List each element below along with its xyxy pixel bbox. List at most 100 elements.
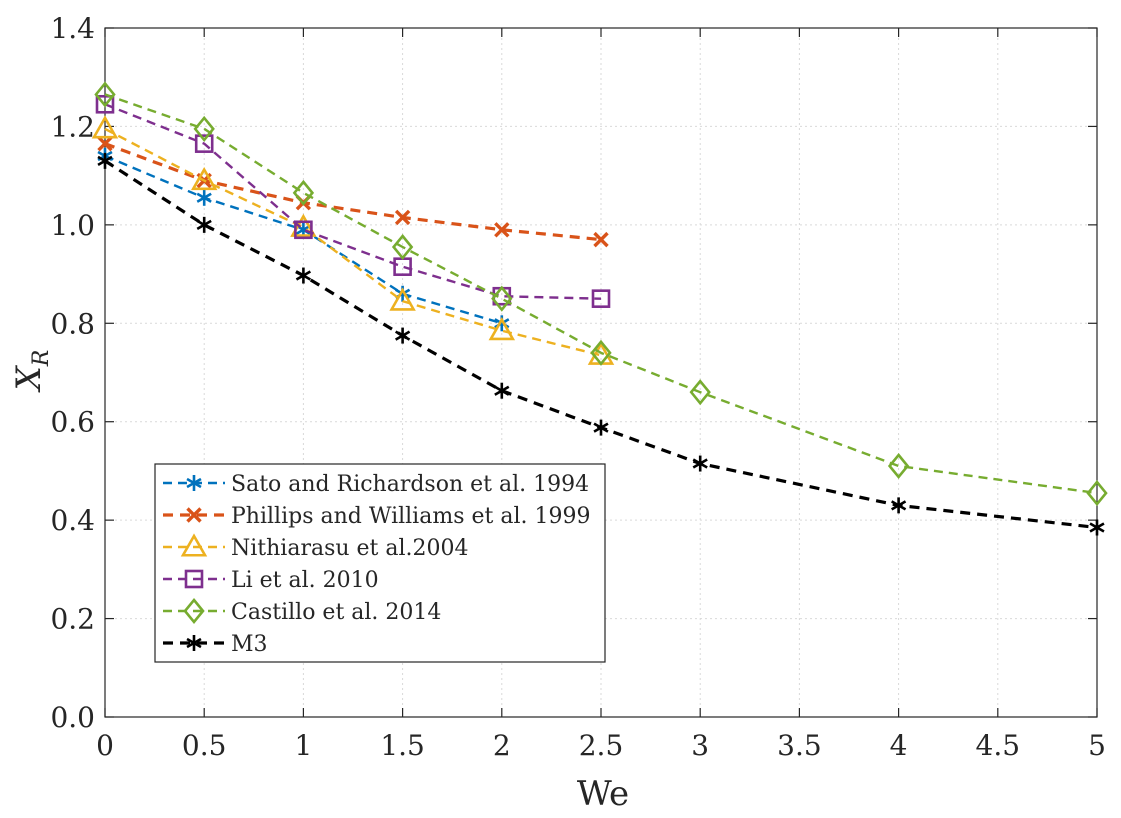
data-point bbox=[394, 209, 411, 226]
legend-marker bbox=[183, 597, 205, 625]
y-tick-label: 1.2 bbox=[50, 110, 95, 143]
data-point bbox=[389, 287, 416, 311]
data-point bbox=[494, 382, 510, 399]
legend-entry: M3 bbox=[163, 632, 268, 657]
legend-marker bbox=[186, 507, 202, 523]
marker-stroke bbox=[186, 477, 202, 489]
data-point bbox=[590, 339, 612, 366]
legend-entry: Castillo et al. 2014 bbox=[163, 597, 441, 625]
x-tick-label: 2.5 bbox=[579, 729, 624, 762]
data-point bbox=[194, 134, 214, 153]
y-tick-label: 0.0 bbox=[50, 701, 95, 734]
y-axis-label-subscript: R bbox=[29, 350, 54, 368]
series-1 bbox=[97, 135, 609, 248]
legend-label: Nithiarasu et al.2004 bbox=[231, 536, 469, 561]
marker-stroke bbox=[394, 209, 411, 226]
legend-marker bbox=[186, 635, 202, 651]
marker-stroke bbox=[295, 270, 312, 281]
marker-stroke bbox=[692, 458, 708, 469]
y-tick-label: 1.4 bbox=[50, 12, 95, 45]
data-point bbox=[196, 189, 212, 206]
marker-stroke bbox=[494, 222, 510, 238]
data-point bbox=[689, 379, 711, 406]
series-3 bbox=[95, 94, 611, 308]
marker-stroke bbox=[295, 224, 312, 235]
y-axis-label: XR bbox=[9, 350, 54, 394]
x-tick-label: 0 bbox=[96, 729, 114, 762]
legend-entry: Sato and Richardson et al. 1994 bbox=[163, 472, 589, 497]
marker-stroke bbox=[186, 637, 202, 649]
data-point bbox=[294, 220, 313, 240]
x-tick-label: 1.5 bbox=[380, 729, 425, 762]
x-tick-label: 4 bbox=[890, 729, 908, 762]
series-line bbox=[104, 127, 602, 357]
marker-stroke bbox=[196, 219, 212, 230]
marker-stroke bbox=[196, 192, 212, 203]
series-group bbox=[91, 81, 1108, 536]
x-tick-label: 1 bbox=[294, 729, 312, 762]
x-tick-label: 2 bbox=[493, 729, 511, 762]
x-tick-label: 4.5 bbox=[976, 729, 1021, 762]
data-point bbox=[491, 285, 513, 312]
data-point bbox=[97, 152, 113, 169]
legend-entry: Phillips and Williams et al. 1999 bbox=[163, 504, 590, 529]
data-point bbox=[295, 267, 312, 284]
data-point bbox=[391, 233, 414, 261]
data-point bbox=[887, 452, 910, 480]
data-point bbox=[593, 231, 609, 248]
axes: 0 0.5 1 1.5 2 2.5 3 3.5 4 4.5 5 0.0 0.2 0.4 0.6 0.8 1.0 1… bbox=[50, 12, 1105, 762]
data-point bbox=[593, 419, 609, 436]
series-line bbox=[104, 103, 602, 300]
legend-entry: Nithiarasu et al.2004 bbox=[163, 533, 469, 561]
series-line bbox=[104, 142, 602, 242]
legend-label: Phillips and Williams et al. 1999 bbox=[231, 504, 590, 529]
x-tick-label: 0.5 bbox=[182, 729, 227, 762]
legend-entry: Li et al. 2010 bbox=[163, 568, 379, 593]
series-4 bbox=[94, 81, 1108, 507]
data-point bbox=[95, 94, 115, 114]
x-tick-label: 3.5 bbox=[777, 729, 822, 762]
data-point bbox=[393, 257, 412, 276]
legend-marker bbox=[184, 569, 204, 589]
legend-label: Sato and Richardson et al. 1994 bbox=[231, 472, 589, 497]
marker-stroke bbox=[593, 231, 609, 248]
data-point bbox=[591, 289, 611, 308]
y-tick-label: 0.2 bbox=[50, 603, 95, 636]
x-tick-label: 3 bbox=[691, 729, 709, 762]
marker-stroke bbox=[97, 155, 113, 167]
data-point bbox=[488, 317, 516, 341]
data-point bbox=[394, 327, 411, 344]
marker-stroke bbox=[890, 500, 907, 511]
data-point bbox=[190, 166, 218, 191]
marker-stroke bbox=[593, 422, 609, 433]
marker-stroke bbox=[97, 135, 113, 152]
legend-label: Castillo et al. 2014 bbox=[231, 600, 441, 625]
data-point bbox=[94, 81, 116, 108]
marker-stroke bbox=[394, 330, 411, 341]
series-line bbox=[104, 159, 1098, 530]
y-tick-label: 0.6 bbox=[50, 406, 95, 439]
legend-marker bbox=[180, 533, 208, 557]
legend-label: M3 bbox=[231, 632, 268, 657]
data-point bbox=[890, 497, 907, 514]
y-tick-label: 1.0 bbox=[50, 209, 95, 242]
data-point bbox=[494, 222, 510, 238]
x-axis-label: We bbox=[577, 774, 629, 814]
y-axis-label-main: X bbox=[9, 364, 49, 393]
data-point bbox=[692, 455, 708, 472]
x-tick-label: 5 bbox=[1088, 729, 1106, 762]
legend-label: Li et al. 2010 bbox=[231, 568, 379, 593]
series-2 bbox=[91, 115, 615, 365]
legend: Sato and Richardson et al. 1994 Phillips … bbox=[154, 463, 606, 663]
marker-stroke bbox=[1089, 522, 1105, 533]
y-tick-label: 0.4 bbox=[50, 504, 95, 537]
data-point bbox=[1089, 519, 1105, 536]
data-point bbox=[97, 135, 113, 152]
y-tick-label: 0.8 bbox=[50, 307, 95, 340]
data-point bbox=[292, 179, 315, 206]
legend-box bbox=[154, 463, 606, 663]
data-point bbox=[193, 115, 215, 142]
data-point bbox=[91, 115, 119, 139]
data-point bbox=[196, 216, 212, 233]
